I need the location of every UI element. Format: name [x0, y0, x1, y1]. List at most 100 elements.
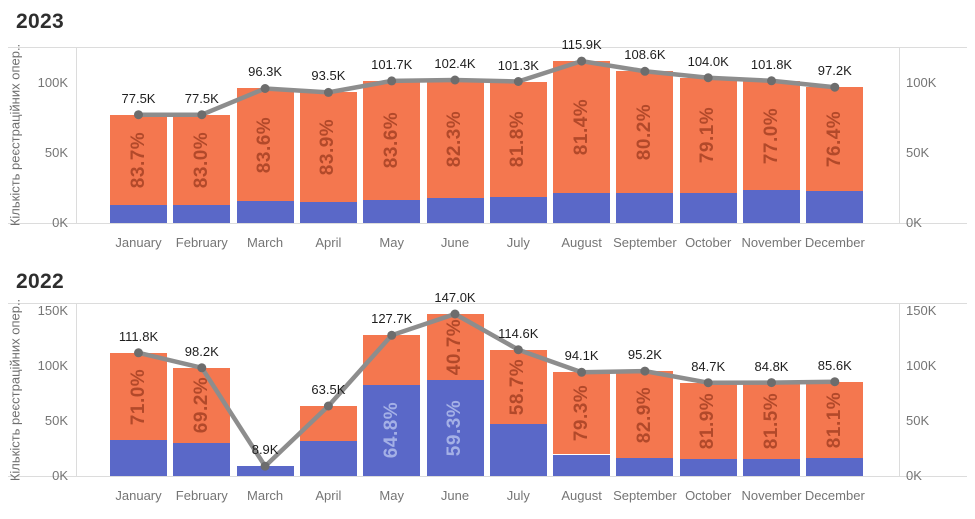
x-axis-month-label: August: [561, 488, 602, 503]
bar-segment-blue[interactable]: [553, 192, 611, 223]
y-axis-tick-label: 50K: [44, 412, 68, 428]
bar-segment-blue[interactable]: [110, 440, 167, 476]
left-axis-line: [76, 303, 77, 476]
y-axis-title: Кількість реєстраційних опер..: [7, 43, 23, 227]
bar-total-label: 102.4K: [434, 55, 476, 71]
chart-title-2023: 2023: [16, 10, 64, 33]
bar-total-label: 98.2K: [184, 343, 219, 359]
bar-total-label: 77.5K: [121, 90, 156, 106]
bar-segment-blue[interactable]: [806, 458, 864, 476]
y-axis-tick-label: 0K: [52, 215, 68, 230]
x-axis-month-label: January: [115, 488, 162, 503]
orange-segment-percent-label: 83.0%: [190, 131, 212, 188]
x-axis-line: [8, 476, 967, 477]
x-axis-month-label: March: [247, 235, 284, 250]
x-axis-month-label: January: [115, 235, 162, 250]
bar-segment-blue[interactable]: [236, 466, 294, 476]
bar-segment-blue[interactable]: [173, 442, 231, 476]
y-axis-title: Кількість реєстраційних опер..: [7, 298, 23, 481]
x-axis-month-label: June: [440, 235, 470, 250]
bar-total-label: 84.7K: [691, 358, 726, 374]
orange-segment-percent-label: 80.2%: [633, 103, 655, 161]
bar-segment-orange[interactable]: [173, 114, 231, 205]
y-axis-tick-label: 50K: [44, 145, 68, 161]
x-axis-month-label: October: [685, 235, 732, 250]
orange-segment-percent-label: 83.7%: [127, 131, 149, 189]
bar-segment-blue[interactable]: [363, 199, 421, 223]
orange-segment-percent-label: 81.8%: [507, 111, 529, 168]
bar-total-label: 115.9K: [561, 37, 602, 53]
orange-segment-percent-label: 77.0%: [760, 107, 782, 164]
bar-total-label: 84.8K: [754, 358, 789, 374]
bar-total-label: 77.5K: [184, 90, 219, 106]
orange-segment-percent-label: 82.3%: [444, 110, 465, 168]
bar-segment-orange[interactable]: [299, 406, 357, 441]
x-axis-month-label: November: [741, 235, 802, 250]
x-axis-month-label: February: [175, 488, 228, 503]
y-axis-tick-label: 0K: [906, 215, 922, 230]
orange-segment-percent-label: 69.2%: [190, 377, 212, 434]
x-axis-month-label: May: [379, 235, 404, 250]
x-axis-month-label: April: [315, 235, 342, 250]
bar-segment-blue[interactable]: [299, 201, 357, 223]
y-axis-tick-label: 50K: [906, 145, 930, 161]
bar-segment-blue[interactable]: [173, 204, 231, 223]
right-axis-line: [899, 303, 900, 476]
bar-total-label: 147.0K: [434, 290, 476, 306]
bar-segment-blue[interactable]: [806, 191, 864, 223]
orange-segment-percent-label: 71.0%: [127, 368, 149, 425]
bar-segment-blue[interactable]: [553, 454, 611, 476]
bar-segment-blue[interactable]: [616, 458, 674, 476]
x-axis-month-label: September: [613, 235, 677, 250]
bar-total-label: 85.6K: [817, 357, 852, 373]
x-axis-month-label: October: [685, 488, 732, 503]
bar-segment-orange[interactable]: [110, 114, 167, 206]
x-axis-month-label: June: [440, 488, 470, 503]
bar-total-label: 97.2K: [817, 63, 852, 79]
blue-segment-percent-label: 59.3%: [444, 399, 465, 457]
orange-segment-percent-label: 79.1%: [697, 107, 719, 164]
x-axis-month-label: July: [506, 235, 530, 250]
bar-total-label: 108.6K: [624, 47, 666, 63]
bar-total-label: 93.5K: [311, 68, 346, 84]
bar-segment-blue[interactable]: [236, 200, 294, 223]
bar-segment-blue[interactable]: [743, 190, 800, 223]
y-axis-tick-label: 100K: [37, 357, 68, 373]
bar-segment-blue[interactable]: [299, 440, 357, 476]
orange-segment-percent-label: 81.9%: [697, 392, 719, 450]
bar-segment-blue[interactable]: [489, 197, 547, 223]
bar-total-label: 8.9K: [251, 442, 279, 458]
blue-segment-percent-label: 64.8%: [380, 402, 402, 459]
right-axis-line: [899, 47, 900, 223]
bar-total-label: 96.3K: [248, 64, 283, 80]
orange-segment-percent-label: 81.1%: [823, 391, 845, 449]
bar-total-label: 94.1K: [564, 348, 599, 364]
y-axis-tick-label: 50K: [906, 412, 930, 428]
orange-segment-percent-label: 83.6%: [254, 116, 276, 173]
bar-segment-blue[interactable]: [679, 459, 737, 476]
bar-segment-blue[interactable]: [616, 192, 674, 223]
orange-segment-percent-label: 76.4%: [823, 110, 845, 168]
x-axis-month-label: July: [506, 488, 530, 503]
y-axis-tick-label: 100K: [906, 75, 937, 91]
bar-total-label: 101.3K: [497, 57, 539, 73]
x-axis-month-label: November: [741, 488, 802, 503]
x-axis-month-label: February: [175, 235, 228, 250]
bar-segment-blue[interactable]: [489, 423, 547, 476]
x-axis-month-label: December: [804, 235, 865, 250]
bar-total-label: 114.6K: [498, 325, 539, 341]
bar-total-label: 101.8K: [750, 56, 793, 72]
x-axis-month-label: August: [561, 235, 602, 250]
bar-segment-blue[interactable]: [743, 458, 800, 476]
bar-segment-orange[interactable]: [363, 335, 421, 385]
y-axis-tick-label: 100K: [37, 75, 68, 91]
orange-segment-percent-label: 83.9%: [317, 118, 339, 176]
orange-segment-percent-label: 58.7%: [507, 358, 529, 415]
bar-segment-blue[interactable]: [110, 205, 167, 223]
x-axis-month-label: May: [379, 488, 404, 503]
chart-title-2022: 2022: [16, 270, 64, 293]
bar-segment-blue[interactable]: [679, 192, 737, 223]
bar-total-label: 95.2K: [627, 347, 662, 363]
bar-segment-blue[interactable]: [426, 197, 484, 223]
bar-total-label: 111.8K: [118, 328, 159, 344]
